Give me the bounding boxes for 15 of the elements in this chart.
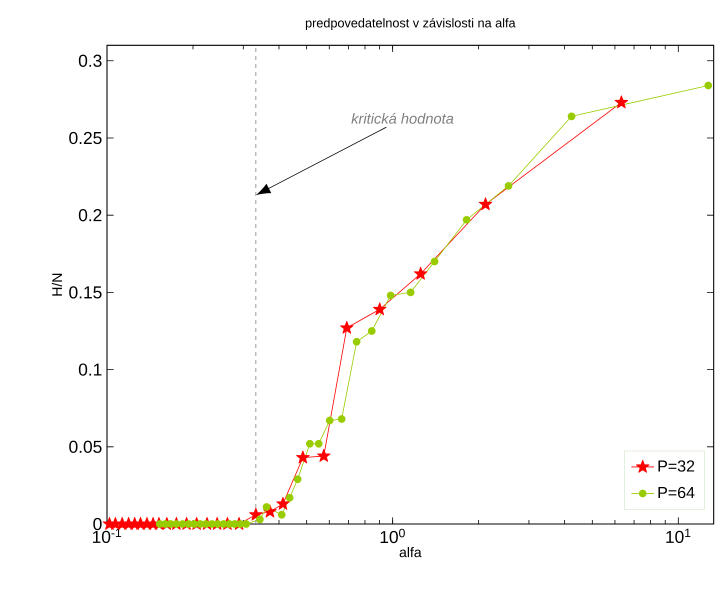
y-tick-label: 0.3 [78, 54, 102, 67]
x-tick-label: 10$^{1}$ [666, 528, 690, 544]
y-tick-label: 0.1 [78, 363, 102, 376]
y-tick-label: 0.05 [69, 440, 102, 453]
legend-label: P=64 [658, 486, 694, 498]
y-tick-label: 0 [93, 518, 102, 530]
y-tick-label: 0.25 [69, 132, 102, 144]
legend-label: P=32 [658, 460, 694, 472]
annotation: kritická hodnota [351, 112, 454, 124]
y-tick-label: 0.15 [69, 286, 102, 299]
chart-title: predpovedatelnost v závislosti na alfa [306, 18, 516, 30]
y-tick-label: 0.2 [78, 209, 102, 222]
y-axis-title: H/N [52, 274, 62, 296]
x-axis-title: alfa [400, 546, 422, 558]
x-tick-label: 10$^{0}$ [380, 528, 405, 544]
